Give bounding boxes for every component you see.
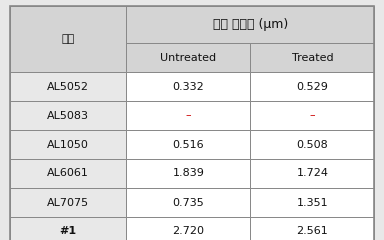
Text: AL1050: AL1050 <box>47 139 89 150</box>
Text: AL7075: AL7075 <box>47 198 89 208</box>
Text: 0.735: 0.735 <box>172 198 204 208</box>
Bar <box>250 217 374 240</box>
Text: 2.561: 2.561 <box>296 227 328 236</box>
Text: AL5052: AL5052 <box>47 82 89 91</box>
Bar <box>126 43 250 72</box>
Text: 2.720: 2.720 <box>172 227 204 236</box>
Text: 0.529: 0.529 <box>296 82 328 91</box>
Text: AL6061: AL6061 <box>47 168 89 179</box>
Bar <box>10 188 126 217</box>
Text: 1.724: 1.724 <box>296 168 328 179</box>
Bar <box>126 188 250 217</box>
Text: 1.839: 1.839 <box>172 168 204 179</box>
Text: –: – <box>310 110 315 120</box>
Text: Untreated: Untreated <box>160 53 217 63</box>
Text: #1: #1 <box>60 227 76 236</box>
Text: 1.351: 1.351 <box>296 198 328 208</box>
Bar <box>10 217 126 240</box>
Text: 표면 거칠기 (μm): 표면 거칠기 (μm) <box>213 18 288 31</box>
Text: 시편: 시편 <box>61 34 74 44</box>
Text: 0.508: 0.508 <box>296 139 328 150</box>
Bar <box>126 101 250 130</box>
Bar <box>126 72 250 101</box>
Bar <box>250 101 374 130</box>
Bar <box>10 130 126 159</box>
Bar <box>250 159 374 188</box>
Bar <box>250 43 374 72</box>
Bar <box>126 217 250 240</box>
Text: Treated: Treated <box>291 53 333 63</box>
Bar <box>250 130 374 159</box>
Bar <box>250 72 374 101</box>
Bar <box>126 130 250 159</box>
Bar <box>10 159 126 188</box>
Bar <box>10 6 126 72</box>
Bar <box>10 101 126 130</box>
Text: –: – <box>185 110 191 120</box>
Text: 0.516: 0.516 <box>172 139 204 150</box>
Bar <box>126 6 374 43</box>
Bar <box>250 188 374 217</box>
Bar <box>126 159 250 188</box>
Text: AL5083: AL5083 <box>47 110 89 120</box>
Bar <box>10 72 126 101</box>
Text: 0.332: 0.332 <box>172 82 204 91</box>
